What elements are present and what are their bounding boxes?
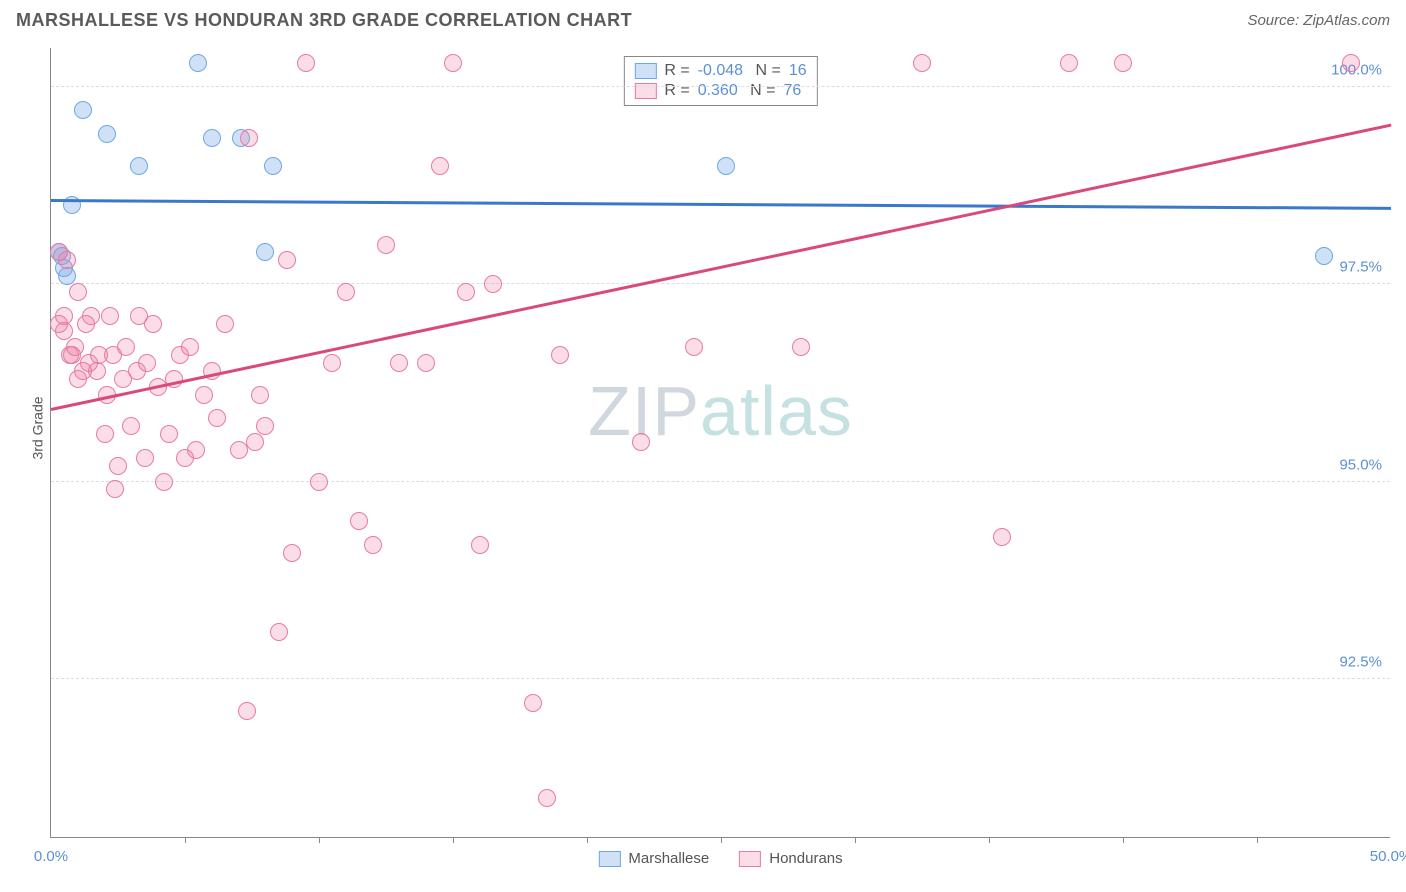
- data-point: [310, 473, 328, 491]
- data-point: [256, 243, 274, 261]
- data-point: [246, 433, 264, 451]
- data-point: [181, 338, 199, 356]
- data-point: [122, 417, 140, 435]
- legend-item-hondurans: Hondurans: [739, 850, 842, 867]
- data-point: [155, 473, 173, 491]
- legend-item-marshallese: Marshallese: [598, 850, 709, 867]
- data-point: [323, 354, 341, 372]
- x-tick: [721, 837, 722, 843]
- legend-row-marshallese: R = -0.048 N = 16: [634, 61, 806, 81]
- data-point: [101, 307, 119, 325]
- x-tick: [185, 837, 186, 843]
- x-tick-label: 50.0%: [1370, 848, 1406, 865]
- source-label: Source: ZipAtlas.com: [1247, 12, 1390, 29]
- legend-swatch-icon: [598, 851, 620, 867]
- data-point: [1315, 247, 1333, 265]
- data-point: [69, 283, 87, 301]
- data-point: [417, 354, 435, 372]
- data-point: [203, 129, 221, 147]
- data-point: [717, 157, 735, 175]
- x-tick: [587, 837, 588, 843]
- data-point: [337, 283, 355, 301]
- legend-row-hondurans: R = 0.360 N = 76: [634, 81, 806, 101]
- scatter-chart: ZIPatlas R = -0.048 N = 16 R = 0.360 N =…: [50, 48, 1390, 838]
- data-point: [524, 694, 542, 712]
- data-point: [195, 386, 213, 404]
- gridline: [51, 678, 1390, 679]
- data-point: [106, 480, 124, 498]
- data-point: [270, 623, 288, 641]
- data-point: [264, 157, 282, 175]
- data-point: [444, 54, 462, 72]
- data-point: [377, 236, 395, 254]
- data-point: [82, 307, 100, 325]
- data-point: [74, 101, 92, 119]
- data-point: [364, 536, 382, 554]
- data-point: [1060, 54, 1078, 72]
- data-point: [160, 425, 178, 443]
- data-point: [216, 315, 234, 333]
- data-point: [208, 409, 226, 427]
- data-point: [283, 544, 301, 562]
- data-point: [251, 386, 269, 404]
- data-point: [457, 283, 475, 301]
- data-point: [471, 536, 489, 554]
- x-tick-label: 0.0%: [34, 848, 68, 865]
- data-point: [58, 251, 76, 269]
- data-point: [88, 362, 106, 380]
- y-tick-label: 95.0%: [1339, 456, 1382, 473]
- y-axis-label: 3rd Grade: [30, 396, 46, 459]
- data-point: [1114, 54, 1132, 72]
- data-point: [187, 441, 205, 459]
- data-point: [632, 433, 650, 451]
- data-point: [98, 125, 116, 143]
- correlation-legend: R = -0.048 N = 16 R = 0.360 N = 76: [623, 56, 817, 106]
- data-point: [189, 54, 207, 72]
- x-tick: [1257, 837, 1258, 843]
- data-point: [278, 251, 296, 269]
- data-point: [484, 275, 502, 293]
- legend-swatch-icon: [739, 851, 761, 867]
- chart-title: MARSHALLESE VS HONDURAN 3RD GRADE CORREL…: [16, 10, 632, 31]
- data-point: [58, 267, 76, 285]
- data-point: [685, 338, 703, 356]
- data-point: [96, 425, 114, 443]
- data-point: [390, 354, 408, 372]
- data-point: [66, 338, 84, 356]
- data-point: [144, 315, 162, 333]
- gridline: [51, 86, 1390, 87]
- data-point: [297, 54, 315, 72]
- gridline: [51, 481, 1390, 482]
- x-tick: [319, 837, 320, 843]
- data-point: [117, 338, 135, 356]
- trend-line: [51, 199, 1391, 209]
- data-point: [1342, 54, 1360, 72]
- x-tick: [855, 837, 856, 843]
- data-point: [538, 789, 556, 807]
- data-point: [350, 512, 368, 530]
- data-point: [993, 528, 1011, 546]
- y-tick-label: 97.5%: [1339, 259, 1382, 276]
- y-tick-label: 92.5%: [1339, 654, 1382, 671]
- data-point: [238, 702, 256, 720]
- data-point: [431, 157, 449, 175]
- data-point: [913, 54, 931, 72]
- data-point: [240, 129, 258, 147]
- legend-swatch-icon: [634, 63, 656, 79]
- x-tick: [453, 837, 454, 843]
- x-tick: [989, 837, 990, 843]
- data-point: [55, 322, 73, 340]
- data-point: [138, 354, 156, 372]
- x-tick: [1123, 837, 1124, 843]
- series-legend: Marshallese Hondurans: [598, 850, 842, 867]
- data-point: [551, 346, 569, 364]
- gridline: [51, 283, 1390, 284]
- data-point: [109, 457, 127, 475]
- data-point: [130, 157, 148, 175]
- data-point: [136, 449, 154, 467]
- data-point: [256, 417, 274, 435]
- data-point: [792, 338, 810, 356]
- watermark: ZIPatlas: [588, 371, 853, 451]
